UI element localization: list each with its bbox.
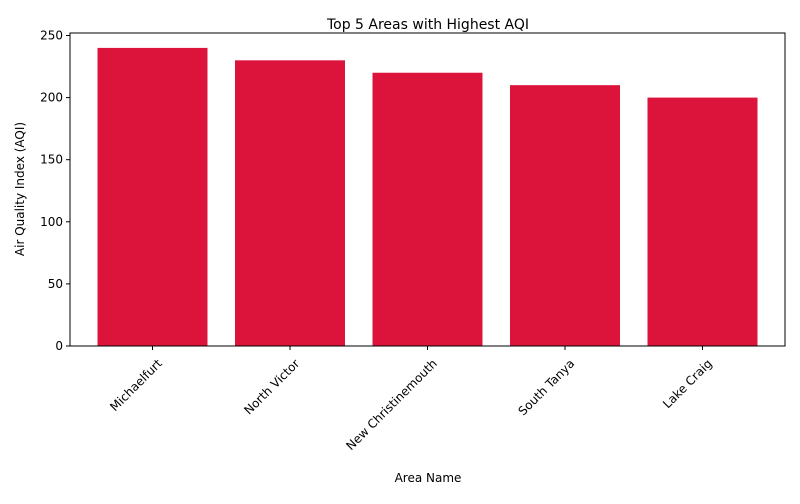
x-tick-label: North Victor xyxy=(241,356,302,417)
chart-title: Top 5 Areas with Highest AQI xyxy=(326,17,529,33)
y-axis-label: Air Quality Index (AQI) xyxy=(13,122,27,256)
bar-4 xyxy=(510,85,620,347)
x-tick-label: Michaelfurt xyxy=(107,356,165,414)
x-axis-ticks: Michaelfurt North Victor New Christinemout… xyxy=(107,346,715,453)
y-tick-label: 150 xyxy=(40,153,63,167)
x-tick-label: South Tanya xyxy=(516,356,578,418)
x-tick-label: New Christinemouth xyxy=(343,356,439,452)
y-tick-label: 200 xyxy=(40,91,63,105)
bar-3 xyxy=(372,72,483,346)
y-tick-label: 0 xyxy=(55,339,63,353)
bar-5 xyxy=(647,97,758,346)
y-tick-label: 50 xyxy=(48,277,63,291)
y-tick-label: 250 xyxy=(40,28,63,42)
y-tick-label: 100 xyxy=(40,215,63,229)
y-axis-ticks: 0 50 100 150 200 250 xyxy=(40,28,70,353)
bars-group xyxy=(97,47,758,347)
x-tick-label: Lake Craig xyxy=(660,356,715,411)
bar-1 xyxy=(97,47,208,347)
plot-frame xyxy=(69,32,786,347)
bar-2 xyxy=(235,60,345,346)
x-axis-label: Area Name xyxy=(395,471,462,485)
